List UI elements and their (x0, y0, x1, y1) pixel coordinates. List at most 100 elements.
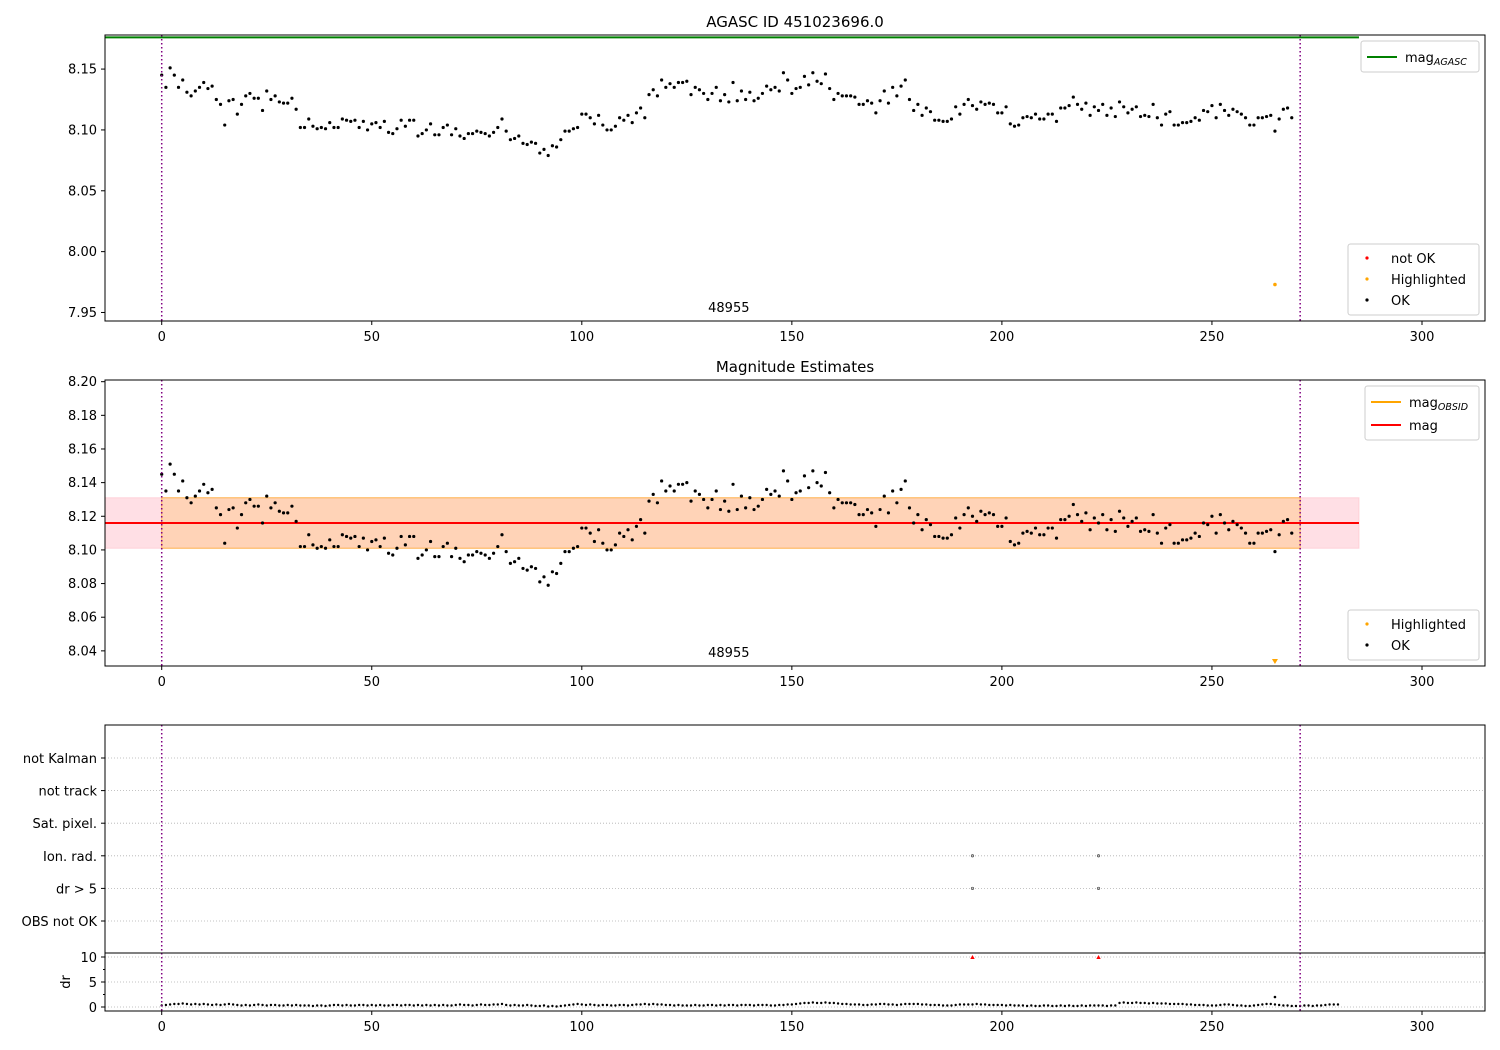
dr-point (1046, 1004, 1050, 1007)
ok-point (697, 492, 702, 496)
ok-point (168, 66, 172, 70)
ok-point (1025, 114, 1029, 119)
ok-point (500, 117, 504, 121)
dr-point (164, 1003, 168, 1007)
ok-point (1290, 531, 1294, 535)
ok-point (1269, 113, 1273, 117)
ok-point (626, 113, 630, 117)
ok-point (185, 496, 189, 500)
dr-point (1286, 1004, 1289, 1007)
dr-point (236, 1003, 239, 1007)
dr-point (824, 1001, 827, 1004)
ok-point (1147, 114, 1151, 119)
ok-point (681, 482, 685, 486)
ok-point (853, 95, 857, 99)
ok-point (786, 78, 790, 82)
ok-point (744, 97, 748, 102)
dr-point (887, 1003, 890, 1006)
x-tick-label: 250 (1200, 675, 1225, 690)
chart-title: AGASC ID 451023696.0 (706, 13, 884, 31)
ok-point (256, 96, 260, 100)
flag-category-label: not Kalman (23, 752, 97, 767)
ok-point (302, 544, 307, 549)
ok-point (731, 80, 735, 85)
ok-point (1012, 543, 1017, 547)
ok-point (559, 561, 563, 565)
ok-point (260, 108, 265, 113)
dr-point (1088, 1004, 1092, 1007)
ok-point (403, 543, 407, 547)
ok-point (865, 99, 870, 103)
ok-point (533, 141, 538, 145)
dr-point (685, 1004, 689, 1007)
ok-point (1231, 519, 1235, 523)
dr-point (1332, 1003, 1335, 1006)
ok-point (202, 80, 206, 85)
dr-point (778, 1003, 781, 1007)
dr-point (1328, 1003, 1331, 1006)
ok-point (1134, 105, 1138, 109)
ok-point (1185, 121, 1189, 125)
dr-point (1156, 1002, 1159, 1005)
dr-point (698, 1004, 701, 1007)
ok-point (1210, 514, 1214, 518)
dr-point (1282, 1004, 1285, 1007)
ok-point (1046, 526, 1050, 530)
dr-point (975, 1002, 978, 1006)
ok-point (189, 501, 193, 505)
dr-point (1000, 1003, 1004, 1007)
dr-point (1042, 1004, 1046, 1007)
ok-point (239, 102, 244, 106)
dr-point (467, 1003, 470, 1007)
ok-point (609, 128, 613, 132)
dr-point (601, 1003, 605, 1007)
ok-point (907, 506, 912, 510)
x-tick-label: 300 (1410, 1020, 1435, 1035)
ok-point (571, 546, 576, 550)
ok-point (1012, 124, 1017, 128)
dr-point (416, 1003, 420, 1007)
dr-point (1336, 1003, 1340, 1006)
dr-point (589, 1003, 592, 1006)
ok-point (605, 548, 609, 552)
ok-point (454, 546, 458, 550)
ok-point (710, 91, 714, 96)
ok-point (769, 88, 773, 92)
ok-point (424, 548, 428, 552)
dr-point (509, 1004, 512, 1007)
ok-point (773, 85, 777, 89)
ok-point (584, 526, 588, 530)
dr-point (878, 1002, 882, 1006)
dr-point (610, 1004, 613, 1007)
dr-point (723, 1004, 726, 1007)
ok-point (630, 121, 634, 125)
y-tick-label: 8.06 (68, 611, 97, 626)
dr-point (1319, 1004, 1323, 1007)
ok-point (206, 86, 210, 91)
ok-point (576, 544, 580, 549)
ok-point (1092, 516, 1096, 520)
ok-point (1273, 129, 1277, 133)
ok-point (655, 501, 660, 505)
dr-point (366, 1004, 369, 1007)
ok-point (882, 494, 886, 498)
ok-point (441, 125, 445, 130)
y-tick-label: 8.18 (68, 409, 97, 424)
ok-point (639, 518, 643, 522)
ok-point (1277, 533, 1281, 537)
flag-point (970, 854, 975, 858)
dr-point (551, 1004, 554, 1008)
ok-point (819, 82, 823, 86)
dr-point (946, 1004, 949, 1007)
ok-point (832, 506, 836, 510)
dr-point (534, 1004, 537, 1008)
ok-point (437, 133, 441, 137)
ok-point (1105, 113, 1109, 117)
dr-point (391, 1003, 394, 1007)
ok-point (349, 536, 353, 540)
ok-point (996, 111, 1000, 115)
ok-point (273, 501, 277, 505)
ok-point (311, 124, 315, 128)
ok-point (962, 512, 966, 517)
ok-point (269, 97, 273, 102)
